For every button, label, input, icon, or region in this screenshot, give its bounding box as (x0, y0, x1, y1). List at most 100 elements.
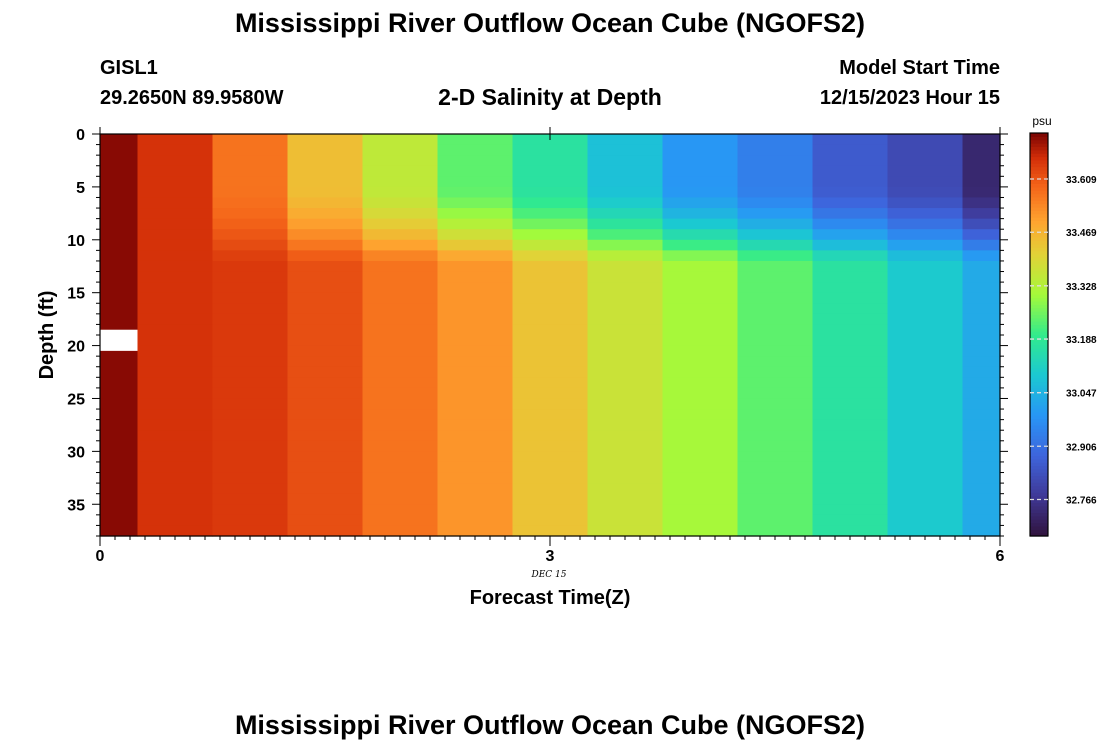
heatmap-cell (737, 398, 814, 410)
heatmap-cell (512, 335, 589, 347)
heatmap-cell (137, 483, 214, 495)
colorbar-segment (1030, 213, 1048, 218)
heatmap-cell (737, 387, 814, 400)
colorbar-segment (1030, 206, 1048, 211)
heatmap-cell (962, 514, 1001, 527)
heatmap-cell (887, 514, 964, 527)
colorbar-segment (1030, 522, 1048, 527)
colorbar-segment (1030, 257, 1048, 262)
colorbar-segment (1030, 492, 1048, 497)
heatmap-cell (587, 419, 664, 431)
heatmap-cell (887, 525, 964, 537)
heatmap-cell (100, 525, 139, 537)
heatmap-cell (737, 239, 814, 251)
heatmap-cell (962, 239, 1001, 251)
heatmap-cell (812, 483, 889, 495)
heatmap-cell (662, 313, 739, 326)
heatmap-cell (662, 303, 739, 315)
colorbar-segment (1030, 314, 1048, 319)
heatmap-cell (100, 250, 139, 262)
heatmap-cell (587, 366, 664, 378)
heatmap-cell (962, 165, 1001, 177)
colorbar-segment (1030, 358, 1048, 362)
colorbar-segment (1030, 512, 1048, 517)
heatmap-cell (137, 292, 214, 304)
heatmap-cell (662, 493, 739, 505)
heatmap-cell (137, 525, 214, 537)
heatmap-cell (137, 514, 214, 527)
heatmap-cell (100, 387, 139, 400)
heatmap-cell (212, 260, 289, 273)
colorbar-segment (1030, 321, 1048, 326)
colorbar-segment (1030, 267, 1048, 272)
heatmap-cell (137, 345, 214, 357)
heatmap-cell (437, 313, 514, 326)
heatmap-cell (887, 483, 964, 495)
heatmap-cell (212, 430, 289, 442)
heatmap-cell (587, 303, 664, 315)
heatmap-cell (737, 324, 814, 336)
heatmap-cell (887, 472, 964, 484)
heatmap-cell (587, 155, 664, 167)
y-axis-label: Depth (ft) (36, 291, 58, 380)
colorbar-segment (1030, 274, 1048, 279)
y-tick-label: 5 (76, 180, 85, 197)
heatmap-cell (287, 493, 364, 505)
heatmap-cell (287, 176, 364, 188)
heatmap-cell (137, 398, 214, 410)
heatmap-cell (437, 409, 514, 421)
heatmap-cell (100, 144, 139, 156)
heatmap-cell (962, 377, 1001, 389)
colorbar-segment (1030, 136, 1048, 141)
heatmap-cell (887, 345, 964, 357)
heatmap-cell (812, 134, 889, 146)
heatmap-cell (362, 134, 439, 146)
heatmap-cell (812, 419, 889, 431)
heatmap-cell (437, 356, 514, 368)
heatmap-cell (100, 356, 139, 368)
heatmap-cell (437, 144, 514, 156)
heatmap-cell (287, 155, 364, 167)
heatmap-cell (587, 345, 664, 357)
heatmap-cell (887, 493, 964, 505)
heatmap-cell (887, 250, 964, 262)
missing-cell (100, 329, 138, 351)
heatmap-cell (662, 282, 739, 294)
heatmap-cell (212, 144, 289, 156)
colorbar-segment (1030, 180, 1048, 184)
heatmap-cell (512, 282, 589, 294)
y-axis: 0 5 10 15 20 25 30 35 (67, 127, 1008, 537)
heatmap-cell (137, 387, 214, 400)
heatmap-cell (100, 451, 139, 463)
heatmap-cell (962, 345, 1001, 357)
colorbar-segment (1030, 220, 1048, 225)
heatmap-cell (737, 493, 814, 505)
heatmap-cell (512, 377, 589, 389)
heatmap-cell (887, 292, 964, 304)
heatmap-cell (737, 260, 814, 273)
heatmap-cell (437, 398, 514, 410)
colorbar-segment (1030, 216, 1048, 221)
colorbar-segment (1030, 183, 1048, 188)
heatmap-cell (737, 155, 814, 167)
colorbar-segment (1030, 304, 1048, 309)
heatmap-cell (662, 260, 739, 273)
heatmap-cell (100, 504, 139, 516)
heatmap-cell (100, 345, 139, 357)
heatmap-cell (287, 356, 364, 368)
colorbar-segment (1030, 190, 1048, 195)
heatmap-cell (212, 134, 289, 146)
heatmap-cell (962, 387, 1001, 400)
heatmap-cell (287, 472, 364, 484)
heatmap-cell (962, 292, 1001, 304)
colorbar-segment (1030, 133, 1048, 137)
colorbar-segment (1030, 240, 1048, 245)
heatmap-cell (362, 239, 439, 251)
heatmap-cell (100, 271, 139, 283)
colorbar-segment (1030, 361, 1048, 366)
heatmap-cell (887, 186, 964, 199)
colorbar-segment (1030, 408, 1048, 413)
colorbar-segment (1030, 203, 1048, 208)
colorbar-frame (1029, 132, 1049, 537)
heatmap-cell (437, 440, 514, 452)
